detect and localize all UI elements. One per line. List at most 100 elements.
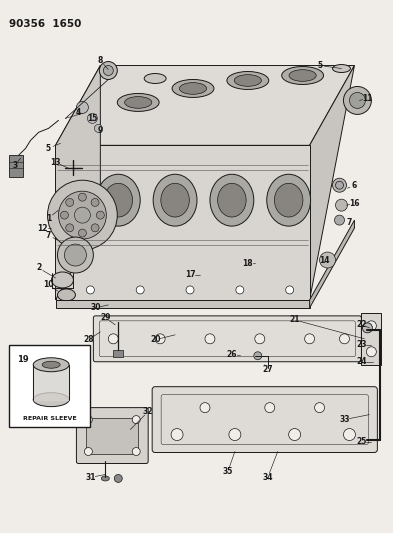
Text: 3: 3 (12, 161, 17, 170)
Text: 7: 7 (46, 231, 51, 239)
Text: 2: 2 (36, 263, 41, 272)
Text: 19: 19 (17, 355, 28, 364)
Circle shape (132, 448, 140, 456)
Circle shape (79, 229, 86, 237)
Ellipse shape (267, 174, 310, 226)
Circle shape (61, 211, 68, 219)
Text: 15: 15 (87, 114, 97, 123)
Polygon shape (55, 66, 100, 300)
Ellipse shape (117, 93, 159, 111)
Ellipse shape (33, 358, 69, 372)
Text: 5: 5 (317, 61, 322, 70)
Circle shape (286, 286, 294, 294)
Circle shape (84, 448, 92, 456)
Circle shape (362, 323, 373, 333)
Circle shape (48, 180, 117, 250)
Circle shape (91, 224, 99, 232)
Ellipse shape (227, 71, 269, 90)
Ellipse shape (161, 183, 189, 217)
Circle shape (96, 211, 104, 219)
Ellipse shape (96, 174, 140, 226)
FancyBboxPatch shape (76, 408, 148, 464)
Polygon shape (55, 66, 354, 146)
Bar (113, 350, 123, 357)
FancyBboxPatch shape (152, 386, 377, 453)
Circle shape (132, 416, 140, 424)
Circle shape (99, 61, 117, 79)
Circle shape (366, 347, 376, 357)
Circle shape (108, 334, 118, 344)
Circle shape (289, 429, 301, 441)
Text: 13: 13 (50, 158, 61, 167)
Circle shape (336, 199, 347, 211)
Circle shape (343, 429, 355, 441)
Circle shape (171, 429, 183, 441)
Bar (86, 417, 138, 454)
Circle shape (103, 66, 113, 76)
Circle shape (320, 252, 336, 268)
Circle shape (205, 334, 215, 344)
Bar (9, 345, 90, 426)
Text: 35: 35 (223, 467, 233, 476)
Text: REPAIR SLEEVE: REPAIR SLEEVE (23, 416, 76, 421)
Circle shape (314, 402, 325, 413)
Circle shape (305, 334, 314, 344)
Text: 20: 20 (150, 335, 160, 344)
Bar (9, 155, 23, 177)
Text: 30: 30 (90, 303, 101, 312)
Bar (362, 313, 381, 365)
Circle shape (334, 215, 345, 225)
Circle shape (200, 402, 210, 413)
Text: 29: 29 (100, 313, 110, 322)
Circle shape (59, 191, 107, 239)
Circle shape (362, 435, 373, 448)
Circle shape (94, 124, 102, 132)
Ellipse shape (33, 393, 69, 407)
Text: 9: 9 (98, 126, 103, 135)
Bar (55, 300, 310, 308)
Text: 33: 33 (339, 415, 350, 424)
Ellipse shape (153, 174, 197, 226)
Ellipse shape (104, 183, 132, 217)
Circle shape (64, 244, 86, 266)
Ellipse shape (101, 476, 109, 481)
Ellipse shape (210, 174, 254, 226)
Text: 34: 34 (263, 473, 273, 482)
Text: 14: 14 (319, 255, 330, 264)
Polygon shape (55, 146, 310, 300)
Ellipse shape (332, 64, 351, 72)
Circle shape (186, 286, 194, 294)
Circle shape (343, 86, 371, 115)
Circle shape (76, 101, 88, 114)
FancyBboxPatch shape (94, 316, 362, 362)
Ellipse shape (125, 96, 152, 108)
Circle shape (229, 429, 241, 441)
Circle shape (84, 416, 92, 424)
Ellipse shape (172, 79, 214, 98)
Ellipse shape (218, 183, 246, 217)
Circle shape (91, 198, 99, 206)
Circle shape (332, 178, 347, 192)
Text: 1: 1 (46, 214, 51, 223)
Circle shape (336, 181, 343, 189)
Text: 22: 22 (356, 320, 367, 329)
Text: 90356  1650: 90356 1650 (9, 19, 81, 29)
Text: 28: 28 (83, 335, 94, 344)
Text: 11: 11 (362, 94, 373, 103)
Polygon shape (310, 66, 354, 300)
Text: 21: 21 (289, 316, 300, 325)
Ellipse shape (180, 83, 207, 94)
Circle shape (66, 198, 74, 206)
Circle shape (236, 286, 244, 294)
Ellipse shape (282, 67, 323, 84)
Circle shape (255, 334, 265, 344)
Circle shape (155, 334, 165, 344)
Text: 8: 8 (97, 56, 103, 65)
Text: 23: 23 (356, 340, 367, 349)
Circle shape (114, 474, 122, 482)
Ellipse shape (274, 183, 303, 217)
Circle shape (74, 207, 90, 223)
Circle shape (87, 114, 97, 123)
Circle shape (340, 334, 349, 344)
Text: 5: 5 (46, 144, 51, 153)
